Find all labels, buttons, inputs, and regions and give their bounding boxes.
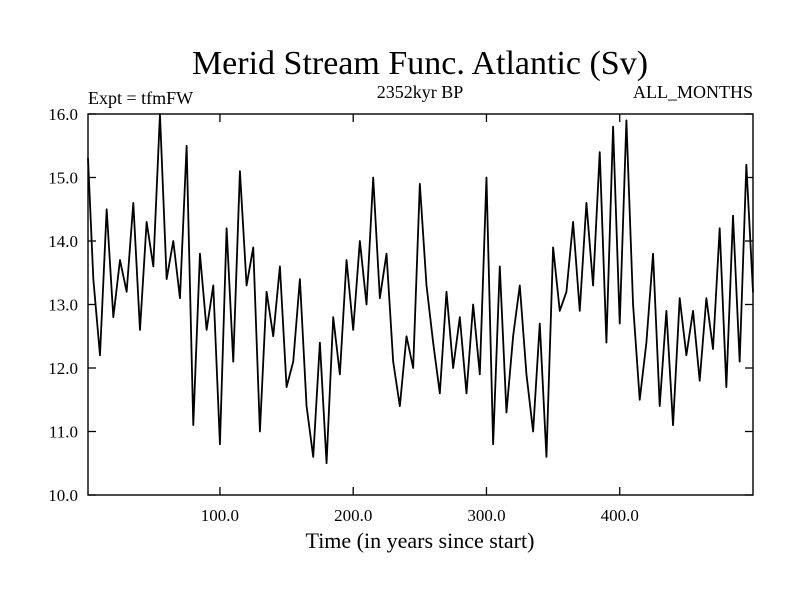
y-axis-tick-label: 15.0 xyxy=(48,169,78,188)
x-axis-ticks: 100.0 200.0 300.0 400.0 xyxy=(201,114,639,525)
x-axis-tick-label: 200.0 xyxy=(334,506,372,525)
chart-title: Merid Stream Func. Atlantic (Sv) xyxy=(192,45,648,82)
y-axis-tick-label: 14.0 xyxy=(48,232,78,251)
y-axis-ticks: 10.0 11.0 12.0 13.0 14.0 15.0 16.0 xyxy=(48,105,753,505)
series-layer xyxy=(87,113,754,465)
x-axis-tick-label: 300.0 xyxy=(467,506,505,525)
time-period-label: 2352kyr BP xyxy=(377,82,464,102)
x-axis-label: Time (in years since start) xyxy=(306,528,535,553)
y-axis-tick-label: 10.0 xyxy=(48,486,78,505)
y-axis-tick-label: 12.0 xyxy=(48,359,78,378)
x-axis-tick-label: 400.0 xyxy=(601,506,639,525)
months-label: ALL_MONTHS xyxy=(633,82,753,102)
experiment-label: Expt = tfmFW xyxy=(88,88,193,108)
y-axis-tick-label: 13.0 xyxy=(48,296,78,315)
x-axis-tick-label: 100.0 xyxy=(201,506,239,525)
y-axis-tick-label: 16.0 xyxy=(48,105,78,124)
y-axis-tick-label: 11.0 xyxy=(49,423,78,442)
series-line-0 xyxy=(87,113,754,465)
